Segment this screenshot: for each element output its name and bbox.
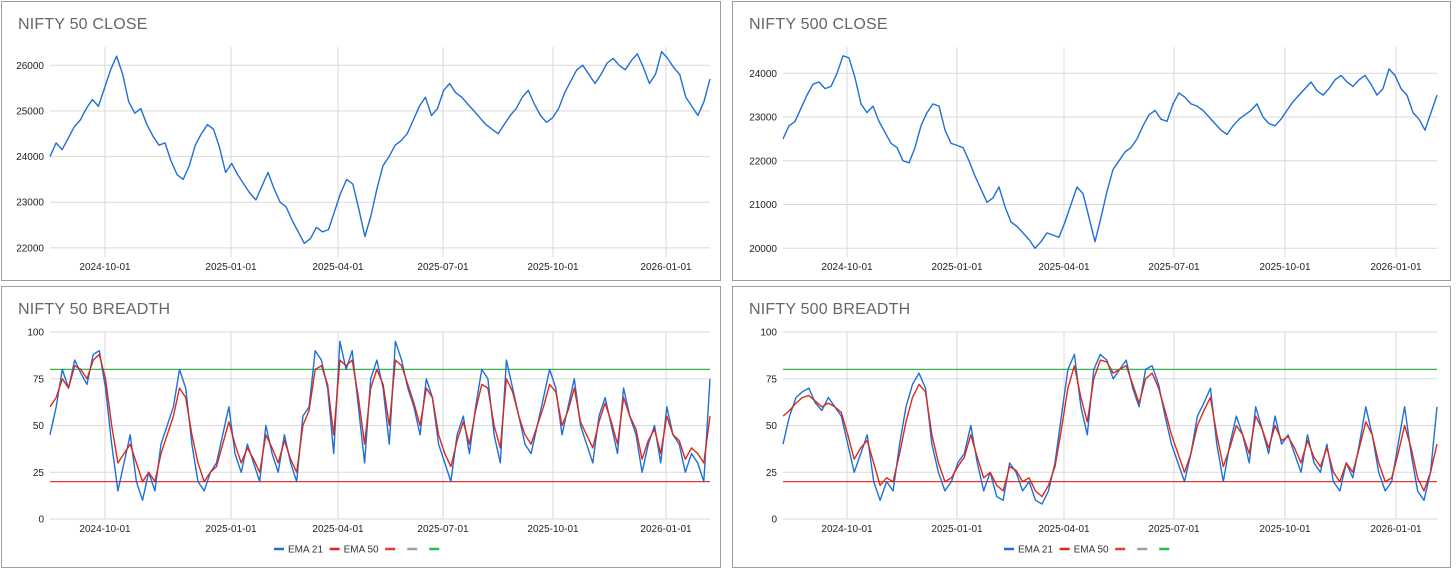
x-tick-label: 2025-01-01 — [205, 524, 257, 535]
y-tick-label: 100 — [27, 328, 44, 339]
legend-ema50-label: EMA 50 — [1074, 545, 1109, 556]
chart-title: NIFTY 50 BREADTH — [18, 301, 171, 318]
x-tick-label: 2025-01-01 — [931, 524, 983, 535]
x-tick-label: 2026-01-01 — [640, 262, 692, 273]
x-tick-label: 2025-10-01 — [527, 524, 579, 535]
x-tick-label: 2024-10-01 — [821, 262, 873, 273]
y-tick-label: 100 — [760, 328, 777, 339]
x-tick-label: 2025-10-01 — [1259, 524, 1311, 535]
chart-title: NIFTY 50 CLOSE — [18, 16, 148, 33]
x-tick-label: 2026-01-01 — [640, 524, 692, 535]
chart-panel-nifty50-breadth: NIFTY 50 BREADTH 0 25 50 75 100 2024-10-01 202… — [1, 286, 721, 568]
y-tick-label: 0 — [771, 515, 777, 526]
x-tick-label: 2025-07-01 — [1148, 262, 1200, 273]
y-tick-label: 25 — [766, 468, 778, 479]
nifty50-breadth-chart: 0 25 50 75 100 2024-10-01 2025-01-01 2025-04-01… — [27, 328, 711, 556]
y-tick-label: 25000 — [16, 106, 44, 117]
chart-panel-nifty500-close: NIFTY 500 CLOSE 20000 21000 22000 23000 2400… — [732, 1, 1451, 281]
legend-ema21-label: EMA 21 — [1018, 545, 1053, 556]
series-line-ema-21 — [49, 340, 711, 502]
x-tick-label: 2026-01-01 — [1370, 524, 1422, 535]
x-tick-label: 2024-10-01 — [79, 262, 131, 273]
x-tick-label: 2025-10-01 — [1259, 262, 1311, 273]
legend-ema21-label: EMA 21 — [288, 545, 323, 556]
y-tick-label: 22000 — [749, 156, 777, 167]
y-tick-label: 21000 — [749, 200, 777, 211]
nifty50-close-chart: 22000 23000 24000 25000 26000 2024-10-01 2025-… — [16, 47, 711, 273]
y-tick-label: 75 — [766, 374, 778, 385]
series-line-ema-50 — [782, 359, 1438, 498]
y-tick-label: 75 — [33, 374, 45, 385]
y-tick-label: 23000 — [16, 198, 44, 209]
y-tick-label: 26000 — [16, 61, 44, 72]
x-tick-label: 2025-10-01 — [527, 262, 579, 273]
chart-panel-nifty50-close: NIFTY 50 CLOSE 22000 23000 24000 25000 26000… — [1, 1, 721, 281]
chart-panel-nifty500-breadth: NIFTY 500 BREADTH 0 25 50 75 100 2024-10-01 20… — [732, 286, 1451, 568]
legend-ema50-label: EMA 50 — [344, 545, 379, 556]
x-tick-label: 2025-04-01 — [312, 524, 364, 535]
y-tick-label: 50 — [33, 421, 45, 432]
y-tick-label: 24000 — [16, 152, 44, 163]
nifty500-close-chart: 20000 21000 22000 23000 24000 2024-10-01 2025-… — [749, 47, 1438, 273]
y-tick-label: 24000 — [749, 69, 777, 80]
x-tick-label: 2025-07-01 — [417, 524, 469, 535]
x-tick-label: 2025-07-01 — [417, 262, 469, 273]
y-tick-label: 20000 — [749, 244, 777, 255]
y-tick-label: 22000 — [16, 243, 44, 254]
x-tick-label: 2025-07-01 — [1148, 524, 1200, 535]
x-tick-label: 2024-10-01 — [821, 524, 873, 535]
x-tick-label: 2024-10-01 — [79, 524, 131, 535]
y-tick-label: 25 — [33, 468, 45, 479]
y-tick-label: 23000 — [749, 113, 777, 124]
x-tick-label: 2025-04-01 — [312, 262, 364, 273]
y-tick-label: 50 — [766, 421, 778, 432]
series-line-ema-50 — [49, 353, 711, 483]
x-tick-label: 2025-01-01 — [205, 262, 257, 273]
y-tick-label: 0 — [38, 515, 44, 526]
x-tick-label: 2025-04-01 — [1038, 262, 1090, 273]
chart-title: NIFTY 500 CLOSE — [749, 16, 888, 33]
chart-title: NIFTY 500 BREADTH — [749, 301, 911, 318]
series-line — [49, 50, 711, 245]
nifty500-breadth-chart: 0 25 50 75 100 2024-10-01 2025-01-01 2025-04-01… — [760, 328, 1438, 556]
x-tick-label: 2026-01-01 — [1370, 262, 1422, 273]
x-tick-label: 2025-04-01 — [1038, 524, 1090, 535]
x-tick-label: 2025-01-01 — [931, 262, 983, 273]
series-line — [782, 55, 1438, 250]
